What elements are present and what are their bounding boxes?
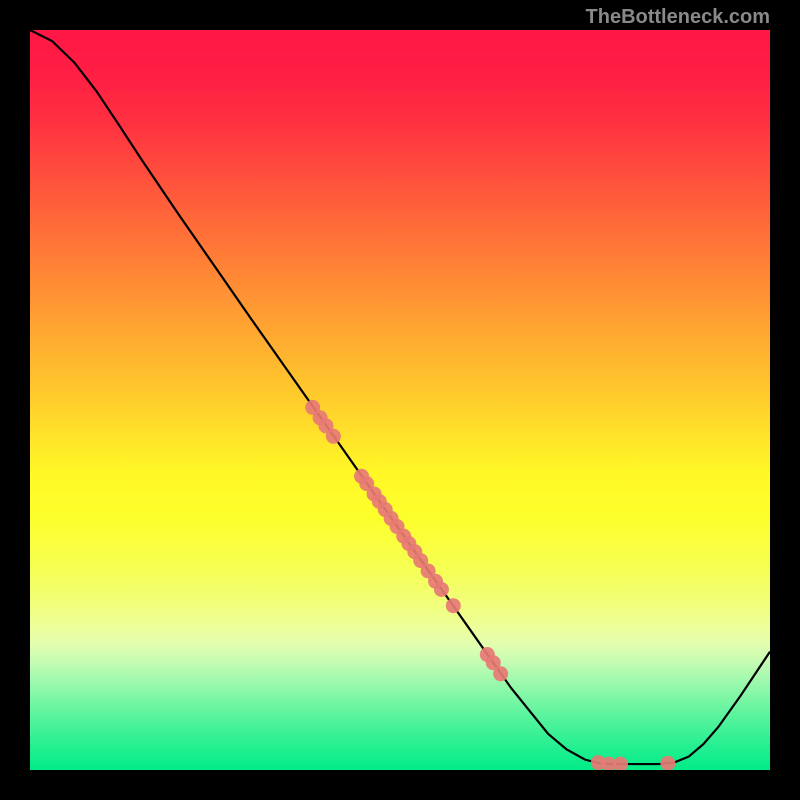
data-marker <box>326 429 341 444</box>
chart-overlay <box>30 30 770 770</box>
data-marker <box>493 666 508 681</box>
data-marker <box>660 756 675 770</box>
watermark-text: TheBottleneck.com <box>586 6 770 29</box>
data-marker <box>446 598 461 613</box>
bottleneck-curve <box>30 30 770 764</box>
data-marker <box>434 582 449 597</box>
marker-layer <box>305 400 675 770</box>
data-marker <box>613 757 628 770</box>
plot-area <box>30 30 770 770</box>
